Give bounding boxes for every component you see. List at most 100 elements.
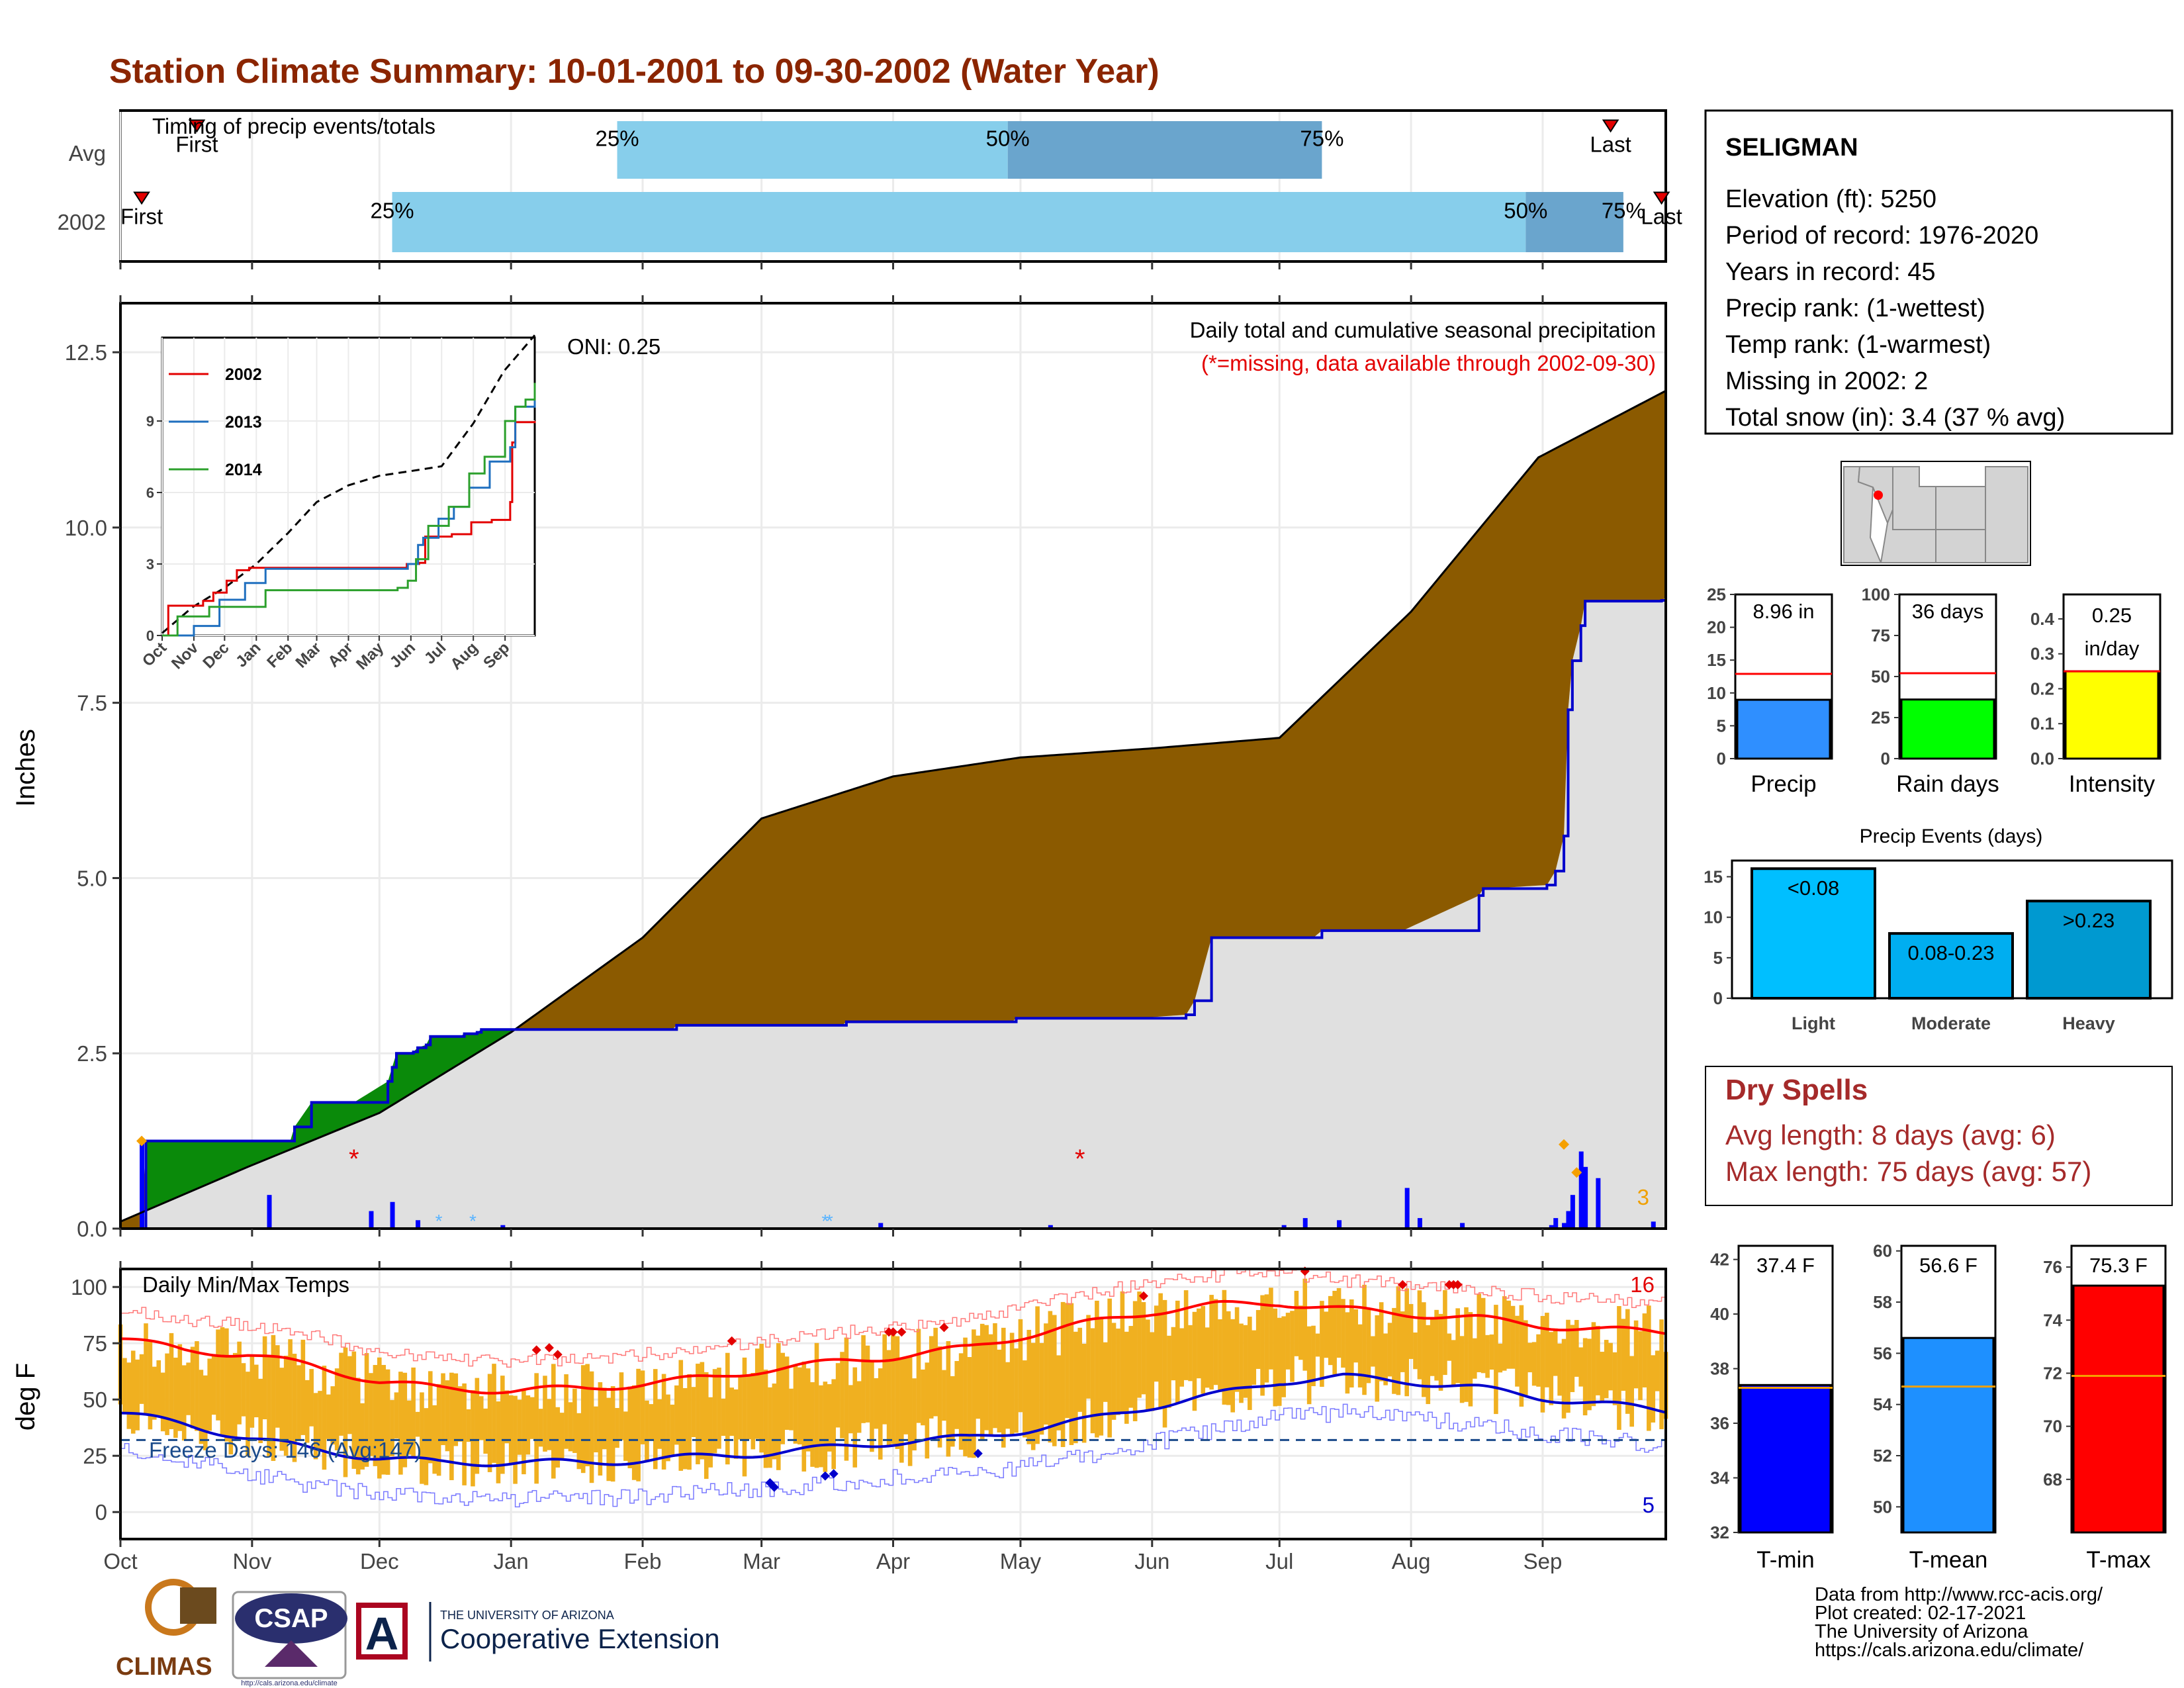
daily-temp-bar <box>1473 1338 1477 1379</box>
daily-temp-bar <box>831 1379 836 1470</box>
daily-temp-bar <box>729 1387 735 1436</box>
record-high-marker <box>544 1343 554 1352</box>
daily-temp-bar <box>810 1382 815 1467</box>
inset-legend-label-2014: 2014 <box>225 461 262 479</box>
precip-daily-bar <box>1578 1151 1584 1229</box>
daily-temp-bar <box>1621 1319 1626 1391</box>
tbar-value-label-T-min: 37.4 F <box>1756 1254 1815 1277</box>
mini-ytick-label: 25 <box>1707 585 1726 604</box>
daily-temp-bar <box>296 1365 301 1440</box>
daily-temp-bar <box>1422 1302 1426 1397</box>
month-tick-label: Dec <box>360 1549 399 1573</box>
timing-avg-pct-label: 50% <box>986 126 1030 151</box>
events-bar-Light <box>1751 867 1876 1000</box>
month-tick-label: Aug <box>1392 1549 1431 1573</box>
daily-temp-bar <box>878 1368 883 1460</box>
month-tick-label: Apr <box>876 1549 910 1573</box>
daily-temp-bar <box>122 1358 127 1413</box>
daily-temp-bar <box>1137 1291 1142 1398</box>
daily-temp-bar <box>984 1325 989 1430</box>
inset-legend-label-2002: 2002 <box>225 365 262 384</box>
daily-temp-bar <box>135 1359 140 1430</box>
tbar-ytick-label: 58 <box>1873 1292 1892 1312</box>
daily-temp-bar <box>742 1357 747 1477</box>
daily-temp-bar <box>717 1368 721 1449</box>
credit-plot-created: Plot created: 02-17-2021 <box>1815 1603 2026 1624</box>
daily-temp-bar <box>500 1376 505 1474</box>
map-state-co <box>1935 486 1986 530</box>
daily-temp-bar <box>1234 1307 1240 1392</box>
daily-temp-bar <box>283 1356 289 1456</box>
daily-temp-bar <box>364 1353 369 1467</box>
daily-temp-bar <box>237 1341 242 1425</box>
precip-ytick-label: 7.5 <box>77 691 107 716</box>
credit-url: https://cals.arizona.edu/climate/ <box>1815 1640 2084 1661</box>
daily-temp-bar <box>271 1335 276 1461</box>
daily-temp-bar <box>1629 1356 1634 1427</box>
daily-temp-bar <box>402 1372 408 1468</box>
station-location-dot <box>1874 491 1883 500</box>
daily-temp-bar <box>763 1370 768 1468</box>
daily-temp-bar <box>1175 1300 1180 1404</box>
mini-bar-Intensity <box>2064 670 2160 760</box>
daily-temp-bar <box>856 1381 862 1433</box>
daily-temp-bar <box>165 1353 169 1435</box>
daily-temp-bar <box>1625 1309 1630 1414</box>
tbar-category-label-T-mean: T-mean <box>1909 1547 1988 1573</box>
daily-temp-bar <box>466 1409 471 1442</box>
month-tick-label: Mar <box>743 1549 780 1573</box>
daily-temp-bar <box>891 1330 895 1444</box>
daily-temp-bar <box>1455 1308 1460 1383</box>
daily-temp-bar <box>768 1387 772 1468</box>
station-name: SELIGMAN <box>1725 134 1858 162</box>
daily-temp-bar <box>1587 1338 1592 1411</box>
daily-temp-bar <box>1379 1302 1384 1382</box>
dry-spells-frame <box>1705 1066 2173 1206</box>
daily-temp-bar <box>874 1378 879 1429</box>
daily-temp-bar <box>1090 1328 1095 1434</box>
daily-temp-bar <box>555 1407 561 1468</box>
daily-temp-bar <box>721 1398 726 1436</box>
station-years: Years in record: 45 <box>1725 258 1936 286</box>
station-elevation: Elevation (ft): 5250 <box>1725 185 1936 213</box>
mini-ytick-label: 0.3 <box>2030 644 2054 664</box>
daily-temp-bar <box>1438 1313 1443 1391</box>
daily-temp-bar <box>525 1395 531 1455</box>
timing-bars <box>133 119 1670 252</box>
tbar-ytick-label: 60 <box>1873 1241 1892 1261</box>
mini-value-label-Rain days: 36 days <box>1912 600 1984 623</box>
timing-title: Timing of precip events/totals <box>152 114 435 138</box>
daily-temp-bar <box>882 1334 887 1425</box>
daily-temp-bar <box>827 1383 832 1452</box>
daily-temp-bar <box>529 1397 535 1439</box>
daily-temp-bar <box>373 1365 378 1466</box>
daily-temp-bar <box>449 1372 454 1480</box>
precip-daily-bar <box>1404 1188 1410 1229</box>
record-max-line <box>120 1268 1666 1368</box>
daily-temp-bar <box>1048 1311 1053 1443</box>
daily-temp-bar <box>589 1371 594 1483</box>
daily-temp-bar <box>1035 1306 1040 1444</box>
daily-temp-bar <box>615 1408 619 1448</box>
daily-temp-bar <box>130 1350 136 1434</box>
daily-temp-bar <box>1392 1307 1396 1394</box>
daily-temp-bar <box>1065 1303 1069 1419</box>
daily-temp-bar <box>886 1350 891 1447</box>
daily-temp-bar <box>1056 1355 1061 1430</box>
climas-wordmark: CLIMAS <box>116 1653 212 1681</box>
daily-temp-bar <box>1655 1350 1660 1391</box>
daily-temp-bar <box>181 1365 187 1441</box>
daily-temp-bar <box>594 1406 598 1452</box>
tbar-ytick-label: 32 <box>1710 1523 1729 1542</box>
daily-temp-bar <box>508 1395 514 1464</box>
daily-temp-bar <box>606 1397 612 1481</box>
daily-temp-bar <box>1205 1327 1210 1388</box>
daily-temp-bar <box>1434 1309 1439 1381</box>
footer-credits: Data from http://www.rcc-acis.org/ Plot … <box>1815 1584 2103 1661</box>
daily-temp-bar <box>457 1386 463 1442</box>
daily-temp-bar <box>334 1368 340 1451</box>
record-min-line <box>120 1403 1666 1508</box>
daily-temp-bar <box>475 1378 480 1474</box>
timing-year-first-marker <box>133 191 150 205</box>
